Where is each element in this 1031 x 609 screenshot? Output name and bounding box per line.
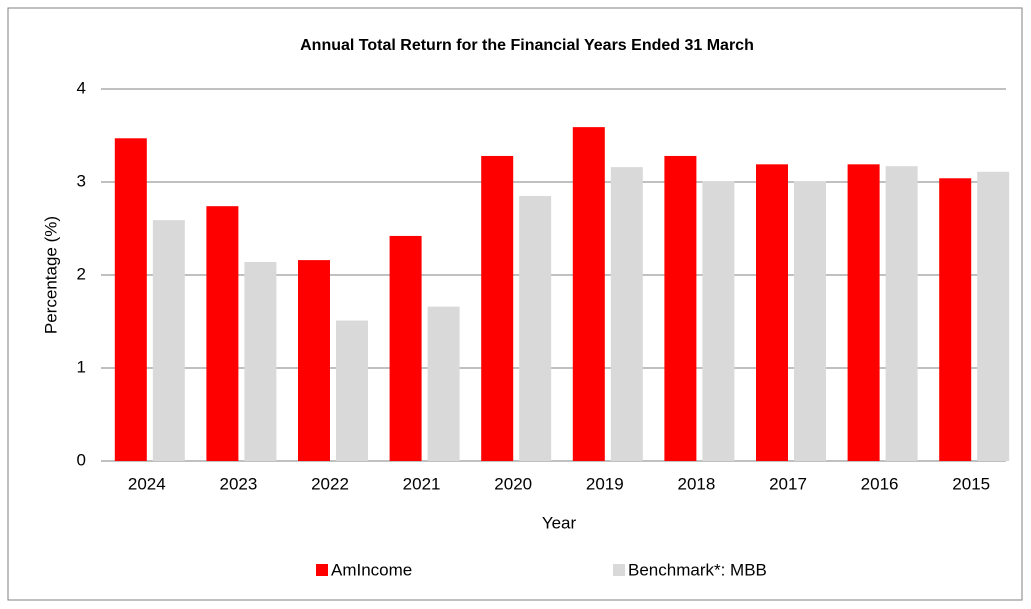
bar xyxy=(939,178,972,461)
bar xyxy=(756,164,788,461)
bar xyxy=(481,155,514,461)
bar xyxy=(572,127,605,461)
bar xyxy=(610,167,643,461)
bar xyxy=(794,181,826,461)
bar xyxy=(885,166,918,461)
bar xyxy=(977,171,1010,461)
y-tick-label: 4 xyxy=(77,78,86,97)
bar xyxy=(519,195,552,461)
bar xyxy=(427,306,460,461)
x-tick-label: 2024 xyxy=(128,474,166,493)
x-tick-label: 2016 xyxy=(861,474,899,493)
bar xyxy=(702,181,735,461)
x-tick-label: 2023 xyxy=(219,474,257,493)
x-tick-label: 2015 xyxy=(952,474,990,493)
x-tick-label: 2018 xyxy=(677,474,715,493)
bar xyxy=(847,164,880,461)
legend-swatch xyxy=(316,564,328,576)
bar xyxy=(152,220,185,461)
bar xyxy=(244,261,277,461)
bar xyxy=(206,206,239,461)
y-tick-label: 0 xyxy=(77,450,86,469)
bar xyxy=(336,320,368,461)
y-tick-label: 1 xyxy=(77,357,86,376)
x-tick-label: 2017 xyxy=(769,474,807,493)
bar xyxy=(389,235,422,461)
y-tick-label: 3 xyxy=(77,171,86,190)
bar xyxy=(298,260,330,461)
y-axis-label: Percentage (%) xyxy=(41,216,60,334)
x-tick-label: 2022 xyxy=(311,474,349,493)
y-tick-label: 2 xyxy=(77,264,86,283)
chart-title: Annual Total Return for the Financial Ye… xyxy=(300,37,754,54)
x-tick-label: 2021 xyxy=(403,474,441,493)
x-tick-label: 2019 xyxy=(586,474,624,493)
legend-label: Benchmark*: MBB xyxy=(628,560,767,579)
bar xyxy=(114,138,147,462)
legend-swatch xyxy=(613,564,625,576)
bar xyxy=(664,155,697,461)
x-axis-label: Year xyxy=(542,513,577,532)
x-tick-label: 2020 xyxy=(494,474,532,493)
legend-label: AmIncome xyxy=(331,560,412,579)
